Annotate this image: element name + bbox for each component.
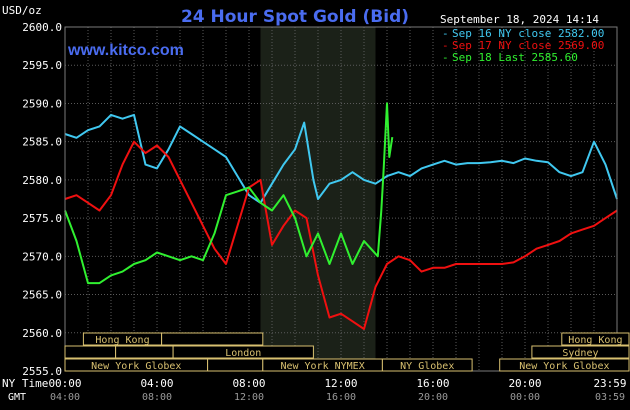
market-bar-label: NY Globex — [400, 361, 454, 372]
market-bar-label: Hong Kong — [95, 335, 149, 346]
legend-sep17: Sep 17 NY close 2569.00 — [452, 39, 604, 52]
x-tick-label-ny: 12:00 — [324, 377, 357, 390]
legend-bullet-sep18: - — [442, 51, 449, 64]
x-tick-label-gmt: 03:59 — [595, 392, 625, 403]
market-bar — [531, 345, 630, 359]
y-tick-label: 2590.0 — [22, 97, 62, 110]
market-bar — [64, 345, 117, 359]
timestamp: September 18, 2024 14:14 — [440, 13, 599, 26]
x-tick-label-ny: 23:59 — [593, 377, 626, 390]
y-tick-label: 2555.0 — [22, 365, 62, 378]
series-line-0 — [64, 113, 618, 204]
x-axis-ticks: 00:00 04:00 04:00 08:00 08:00 12:00 12:00 16:00… — [48, 377, 626, 403]
x-tick-label-gmt: 00:00 — [510, 392, 540, 403]
market-bar-label: Hong Kong — [568, 335, 622, 346]
market-bar — [161, 332, 264, 346]
series-line-1 — [64, 140, 618, 330]
gmt-row-label: GMT — [8, 392, 26, 403]
x-tick-label-ny: 00:00 — [48, 377, 81, 390]
y-tick-label: 2570.0 — [22, 250, 62, 263]
legend-sep16: Sep 16 NY close 2582.00 — [452, 27, 604, 40]
market-bar-label: New York Globex — [91, 361, 181, 372]
y-tick-label: 2580.0 — [22, 174, 62, 187]
y-tick-label: 2600.0 — [22, 21, 62, 34]
y-axis-ticks: 2555.0 2560.0 2565.0 2570.0 2575.0 2580.0 2585… — [22, 21, 62, 378]
x-tick-label-ny: 20:00 — [508, 377, 541, 390]
x-tick-label-gmt: 12:00 — [234, 392, 264, 403]
y-tick-label: 2585.0 — [22, 136, 62, 149]
market-bar — [207, 358, 264, 372]
x-tick-label-ny: 04:00 — [140, 377, 173, 390]
x-tick-label-gmt: 16:00 — [326, 392, 356, 403]
x-tick-label-ny: 08:00 — [232, 377, 265, 390]
market-bar — [115, 345, 174, 359]
chart-title: 24 Hour Spot Gold (Bid) — [181, 7, 409, 27]
market-bar — [499, 358, 630, 372]
x-tick-label-gmt: 20:00 — [418, 392, 448, 403]
market-bar — [561, 332, 630, 346]
x-tick-label-ny: 16:00 — [416, 377, 449, 390]
legend-bullet-sep16: - — [442, 27, 449, 40]
legend-bullet-sep17: - — [442, 39, 449, 52]
y-tick-label: 2565.0 — [22, 289, 62, 302]
series-lines — [64, 102, 618, 330]
market-bar-label: London — [225, 348, 261, 359]
series-line-2 — [64, 102, 394, 285]
y-tick-label: 2560.0 — [22, 327, 62, 340]
market-bar — [172, 345, 314, 359]
market-bar — [381, 358, 473, 372]
site-watermark: www.kitco.com — [67, 42, 184, 59]
legend-sep18: Sep 18 Last 2585.60 — [452, 51, 578, 64]
x-tick-label-gmt: 08:00 — [142, 392, 172, 403]
legend: Sep 16 NY close 2582.00 Sep 17 NY close … — [442, 27, 604, 64]
x-tick-label-gmt: 04:00 — [50, 392, 80, 403]
market-session-bars: Hong Kong Hong Kong London Sydney New York G… — [64, 332, 630, 372]
y-tick-label: 2595.0 — [22, 59, 62, 72]
y-axis-unit-label: USD/oz — [2, 4, 42, 17]
market-bar-label: New York NYMEX — [280, 361, 364, 372]
y-tick-label: 2575.0 — [22, 212, 62, 225]
ny-time-row-label: NY Time — [2, 377, 48, 390]
market-bar-label: New York Globex — [519, 361, 609, 372]
market-bar-label: Sydney — [562, 348, 598, 359]
